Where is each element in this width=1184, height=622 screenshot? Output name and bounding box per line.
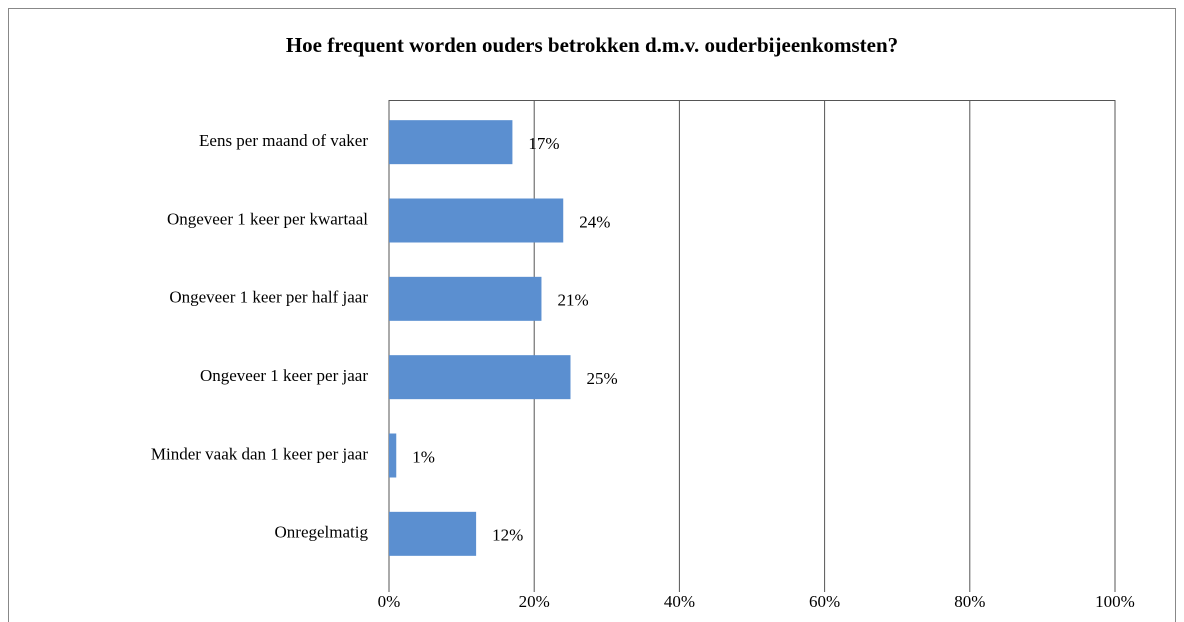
y-tick-label: Onregelmatig [275, 523, 369, 542]
chart-title: Hoe frequent worden ouders betrokken d.m… [286, 33, 898, 57]
bar [389, 198, 564, 243]
bar [389, 433, 397, 478]
x-tick-label: 60% [809, 592, 840, 611]
data-label: 24% [579, 212, 610, 231]
chart-border [8, 8, 1176, 622]
x-tick-label: 20% [519, 592, 550, 611]
bar [389, 355, 571, 400]
y-tick-label: Minder vaak dan 1 keer per jaar [151, 444, 368, 463]
data-label: 12% [492, 526, 523, 545]
x-tick-label: 0% [378, 592, 401, 611]
bar [389, 276, 542, 321]
y-tick-label: Eens per maand of vaker [199, 131, 368, 150]
y-tick-label: Ongeveer 1 keer per half jaar [169, 288, 368, 307]
y-tick-label: Ongeveer 1 keer per kwartaal [167, 209, 368, 228]
data-label: 21% [557, 291, 588, 310]
bar [389, 511, 477, 556]
data-label: 1% [412, 447, 435, 466]
x-tick-label: 100% [1095, 592, 1135, 611]
data-label: 25% [587, 369, 618, 388]
x-tick-label: 40% [664, 592, 695, 611]
bar [389, 120, 513, 165]
data-label: 17% [528, 134, 559, 153]
x-tick-label: 80% [954, 592, 985, 611]
y-tick-label: Ongeveer 1 keer per jaar [200, 366, 368, 385]
